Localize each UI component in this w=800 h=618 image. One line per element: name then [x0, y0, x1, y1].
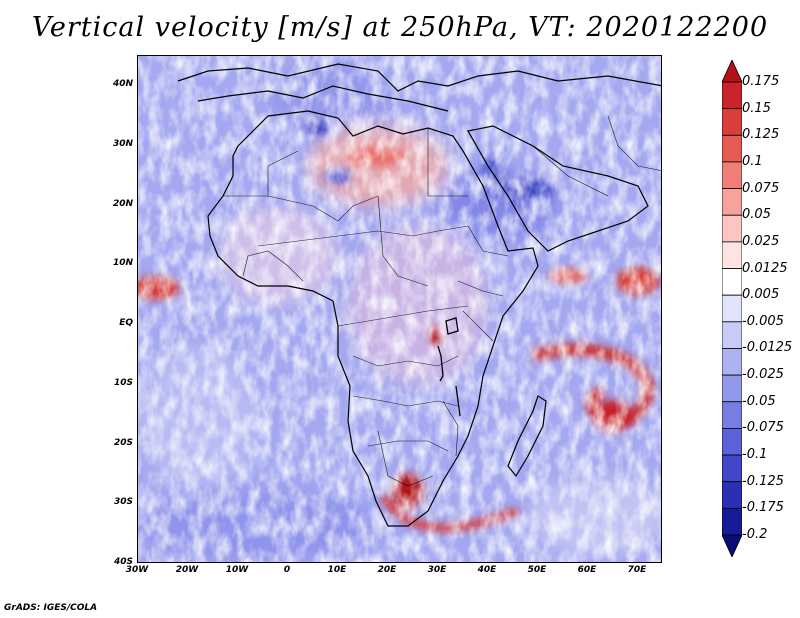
colorbar-level-label: 0.125	[742, 127, 780, 143]
colorbar-level-label: 0.075	[742, 180, 780, 196]
mediterranean-north-coast	[197, 85, 449, 112]
border-chad-sudan	[377, 195, 429, 287]
texture-overlay	[138, 56, 661, 562]
colorbar-swatch	[722, 321, 742, 349]
lon-tick-label: 30W	[125, 565, 149, 575]
lat-tick-label: 20N	[112, 198, 133, 209]
colorbar-level-label: 0.025	[742, 233, 780, 249]
border-kenya-tanzania	[462, 310, 494, 342]
colorbar-swatch	[722, 348, 742, 376]
colorbar-swatch	[722, 268, 742, 296]
border-ethiopia-kenya	[457, 280, 504, 297]
colorbar-swatch	[722, 534, 742, 557]
colorbar-level-label: -0.005	[742, 313, 784, 329]
lon-tick-label: 50E	[527, 565, 547, 575]
lon-tick-label: 10W	[225, 565, 249, 575]
colorbar-swatch	[722, 108, 742, 136]
lat-tick-label: 20S	[113, 437, 133, 448]
border-angola-zambia	[352, 395, 459, 407]
africa-coastline	[207, 110, 539, 527]
colorbar-level-label: -0.0125	[742, 340, 793, 356]
border-sahel	[257, 225, 469, 247]
border-saudi	[532, 145, 609, 197]
colorbar-swatch	[722, 507, 742, 536]
colorbar-level-label: 0.15	[742, 100, 771, 116]
colorbar-swatch	[722, 454, 742, 483]
velocity-field-map	[138, 56, 661, 562]
lon-tick-label: 40E	[477, 565, 497, 575]
border-mali-algeria	[267, 195, 379, 222]
colorbar-swatch	[722, 161, 742, 189]
border-horn	[467, 225, 509, 257]
colorbar-level-label: 0.1	[742, 153, 763, 169]
arabia-coastline	[467, 125, 649, 252]
lat-tick-label: 10N	[112, 258, 133, 269]
colorbar-swatch	[722, 134, 742, 163]
colorbar-swatch	[722, 401, 742, 429]
madagascar-coastline	[507, 395, 547, 478]
border-congo	[352, 355, 459, 367]
lat-tick-label: 40S	[113, 557, 133, 567]
colorbar-swatch	[722, 81, 742, 110]
lat-tick-label: 40N	[112, 79, 133, 89]
map-panel	[137, 55, 662, 563]
colorbar-level-label: -0.025	[742, 367, 784, 383]
colorbar-level-label: 0.175	[742, 74, 780, 89]
colorbar-swatch	[722, 188, 742, 216]
lon-tick-label: 70E	[627, 565, 647, 575]
border-southern	[367, 440, 449, 452]
lon-tick-label: 0	[283, 565, 291, 575]
colorbar-level-label: -0.2	[742, 527, 768, 542]
colorbar-level-label: -0.075	[742, 420, 784, 436]
border-libya-egypt	[427, 128, 468, 197]
colorbar-level-label: -0.125	[742, 473, 784, 489]
colorbar-swatch	[722, 294, 742, 323]
colorbar-level-label: 0.0125	[742, 260, 788, 276]
lat-tick-label: EQ	[119, 318, 133, 328]
colorbar-level-label: 0.005	[742, 287, 780, 303]
border-namibia-botswana	[377, 430, 434, 487]
border-central-africa	[337, 305, 469, 327]
europe-coastline	[177, 63, 661, 92]
border-iran	[607, 115, 661, 171]
lat-tick-label: 30S	[113, 497, 133, 508]
colorbar-swatch	[722, 428, 742, 456]
lon-tick-label: 60E	[577, 565, 597, 575]
lake-victoria	[445, 317, 459, 335]
border-west-sahara	[223, 150, 299, 197]
lon-tick-label: 30E	[427, 565, 447, 575]
coastlines	[177, 63, 661, 527]
border-west-coast	[242, 250, 304, 282]
colorbar-swatch	[722, 60, 742, 83]
grads-credit: GrADS: IGES/COLA	[4, 603, 98, 613]
colorbar-swatch	[722, 374, 742, 403]
colorbar-swatch	[722, 241, 742, 269]
colorbar-level-label: -0.05	[742, 393, 776, 409]
lat-tick-label: 30N	[112, 138, 133, 149]
lake-malawi	[455, 385, 461, 417]
colorbar-swatch	[722, 481, 742, 509]
map-title: Vertical velocity [m/s] at 250hPa, VT: 2…	[31, 12, 769, 43]
lake-tanganyika	[437, 345, 444, 382]
lon-tick-label: 20E	[377, 565, 397, 575]
colorbar-level-label: -0.175	[742, 500, 784, 516]
lon-tick-label: 20W	[175, 565, 199, 575]
colorbar	[722, 60, 742, 557]
country-borders	[223, 115, 661, 487]
border-mozambique	[442, 400, 459, 457]
lon-tick-label: 10E	[327, 565, 347, 575]
colorbar-swatch	[722, 214, 742, 243]
lakes	[437, 317, 461, 417]
lat-tick-label: 10S	[113, 377, 133, 388]
colorbar-level-label: -0.1	[742, 447, 768, 463]
colorbar-level-label: 0.05	[742, 207, 771, 223]
